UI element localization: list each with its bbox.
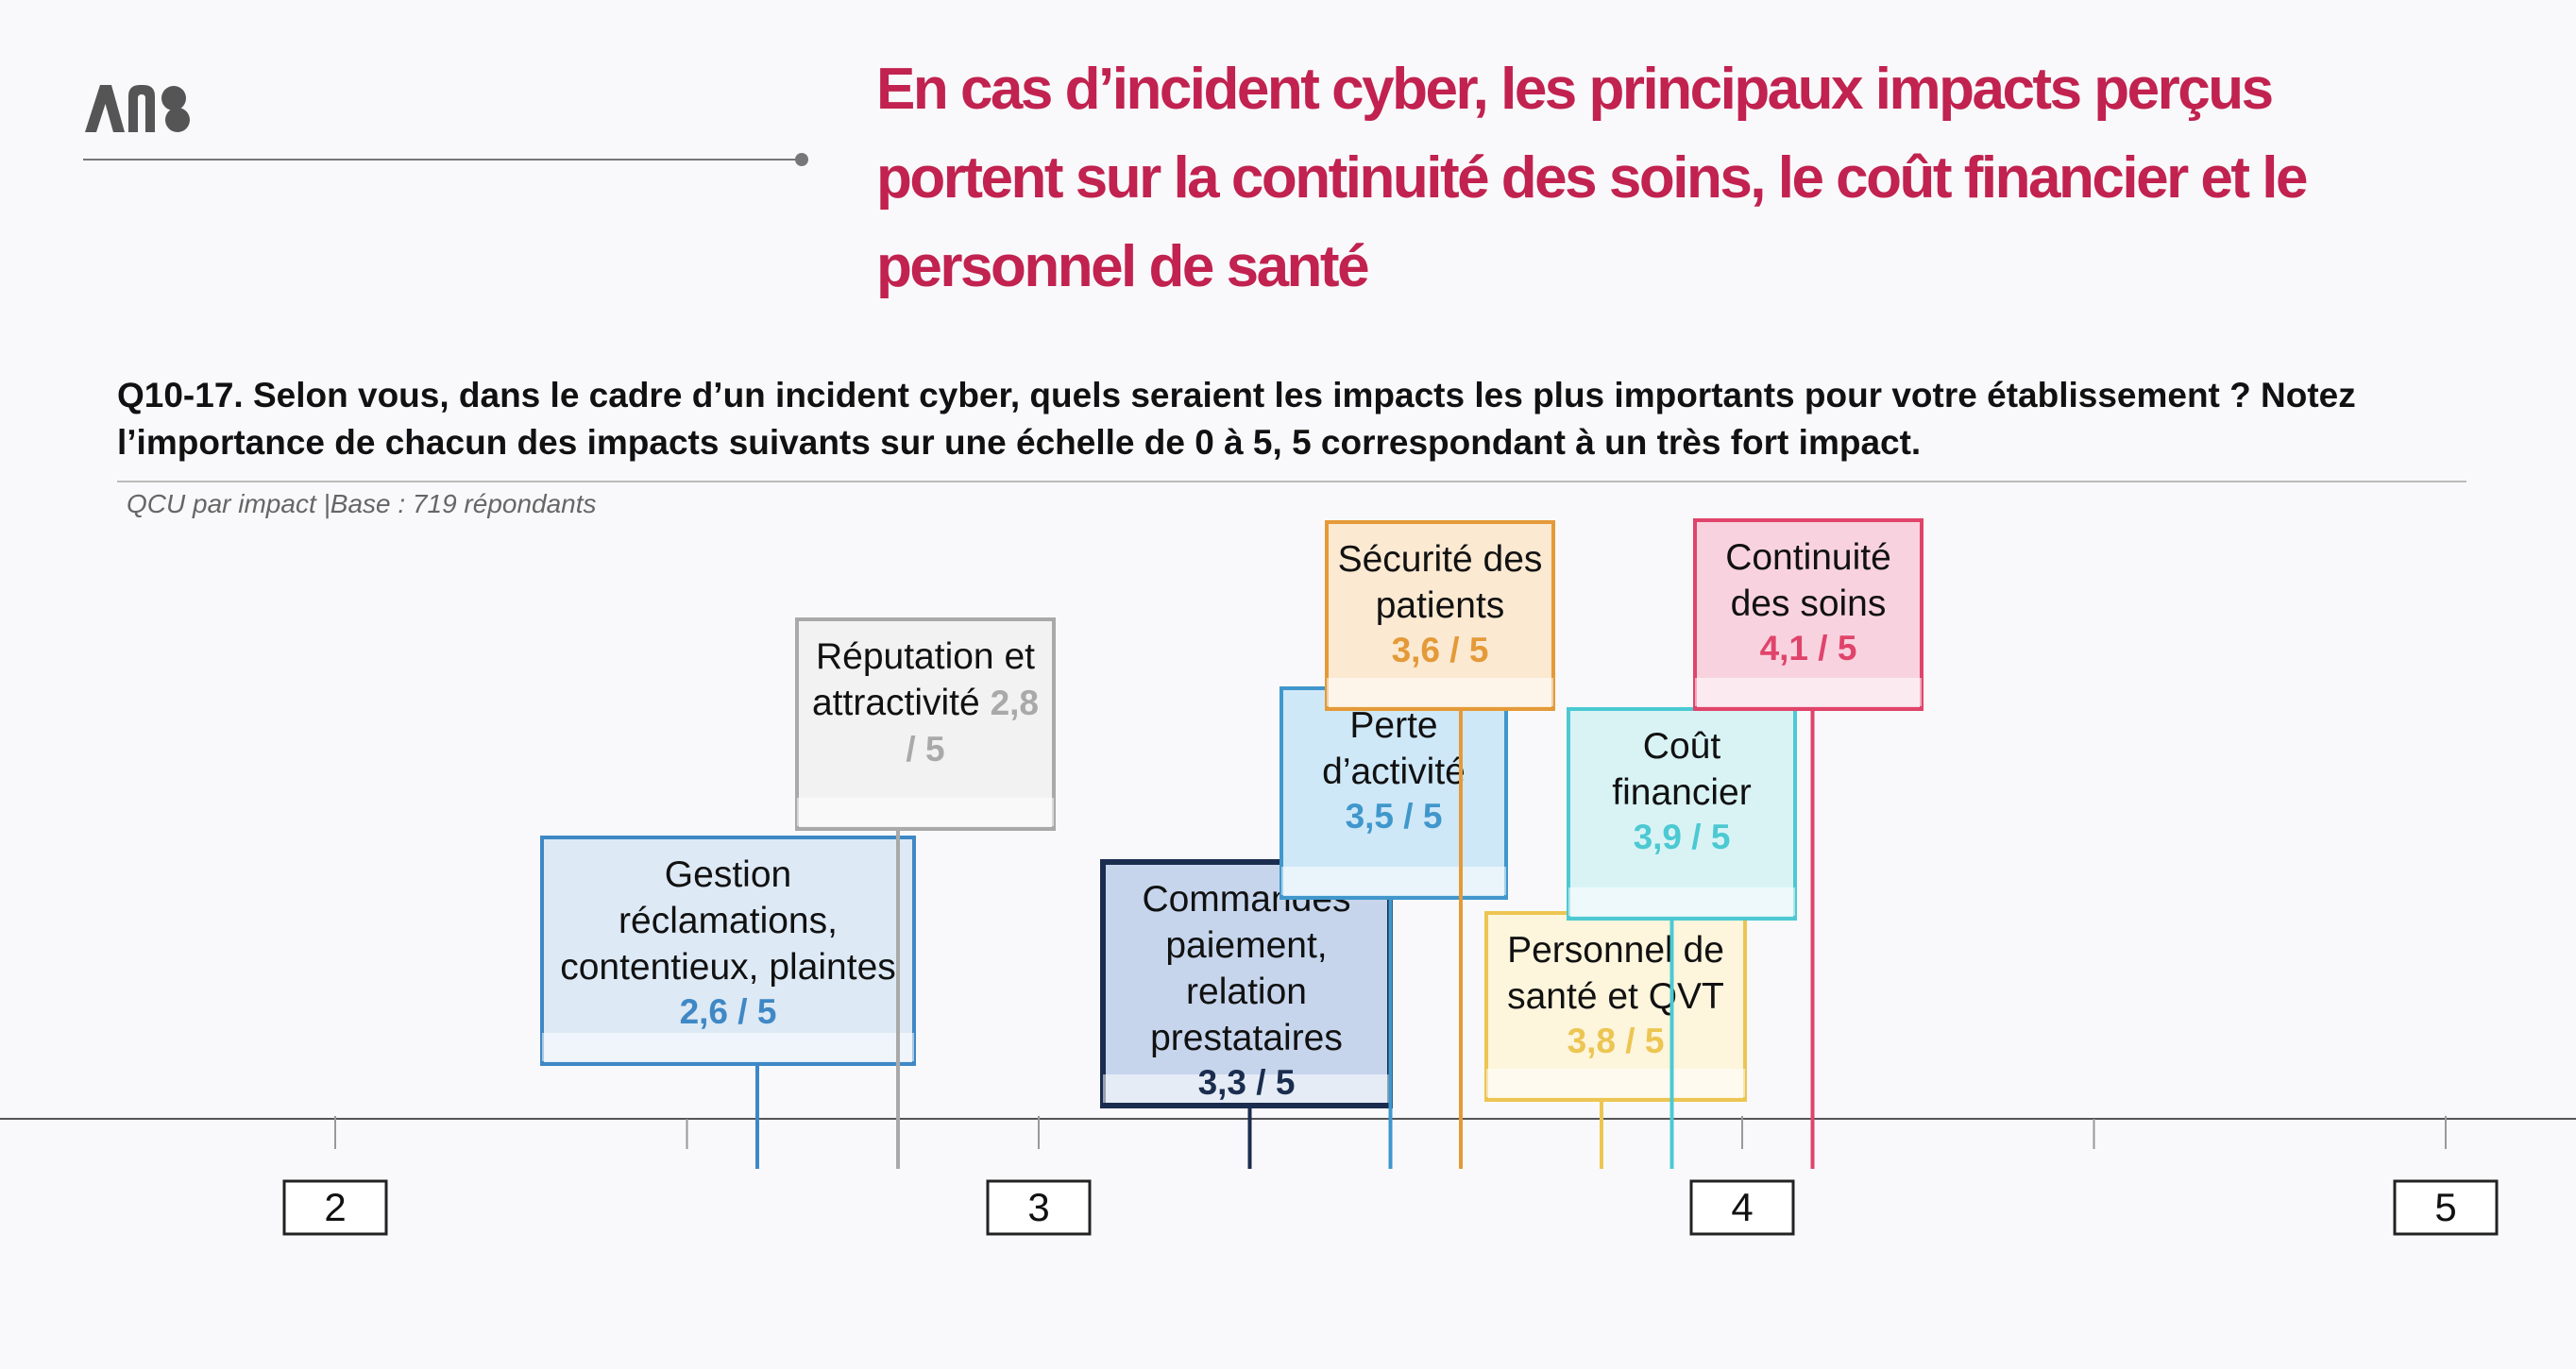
- value-label: 2,6 / 5: [680, 992, 777, 1031]
- value-label: 3,8 / 5: [1568, 1022, 1665, 1060]
- logo-divider-line: [83, 159, 801, 161]
- category-label: patients: [1376, 585, 1505, 626]
- page-title: En cas d’incident cyber, les principaux …: [876, 45, 2425, 312]
- category-label: paiement,: [1165, 925, 1327, 966]
- category-label: d’activité: [1322, 752, 1466, 792]
- question-divider: [117, 481, 2466, 482]
- label-box: [1693, 518, 1924, 711]
- question-line-2: l’importance de chacun des impacts suiva…: [117, 423, 1922, 462]
- value-label: 3,9 / 5: [1634, 818, 1731, 856]
- category-label: réclamations,: [619, 901, 838, 941]
- category-label: santé et QVT: [1507, 976, 1724, 1017]
- category-label: Perte: [1349, 705, 1437, 746]
- category-label: Coût: [1643, 726, 1721, 767]
- category-label: Personnel de: [1507, 930, 1724, 971]
- title-line-3: personnel de santé: [876, 234, 1370, 299]
- label-box: [540, 836, 916, 1066]
- value-label: 4,1 / 5: [1760, 629, 1857, 668]
- category-label: Gestion: [665, 854, 791, 895]
- title-line-2: portent sur la continuité des soins, le …: [876, 145, 2308, 211]
- x-tick-label: 5: [2434, 1185, 2456, 1229]
- value-label: 2,8: [991, 684, 1039, 722]
- question-text: Q10-17. Selon vous, dans le cadre d’un i…: [117, 372, 2497, 466]
- value-label: 3,5 / 5: [1346, 797, 1443, 836]
- title-line-1: En cas d’incident cyber, les principaux …: [876, 57, 2274, 122]
- category-label: relation: [1186, 972, 1307, 1012]
- x-tick-label-box: [1689, 1179, 1795, 1236]
- logo-divider-dot: [795, 153, 808, 166]
- category-label: des soins: [1731, 583, 1887, 624]
- category-label: prestataires: [1150, 1018, 1343, 1058]
- category-label: contentieux, plaintes: [560, 947, 896, 988]
- category-label: financier: [1612, 772, 1751, 813]
- value-label: / 5: [906, 730, 944, 769]
- label-box: [1567, 707, 1797, 921]
- x-tick-label: 4: [1731, 1185, 1753, 1229]
- label-box: [1280, 686, 1508, 900]
- x-tick-label-box: [986, 1179, 1092, 1236]
- label-box: [1100, 859, 1393, 1108]
- value-label: 3,3 / 5: [1198, 1063, 1296, 1102]
- x-tick-label-box: [2393, 1179, 2499, 1236]
- category-label: Sécurité des: [1338, 539, 1543, 580]
- base-note: QCU par impact |Base : 719 répondants: [127, 489, 597, 518]
- value-label: 3,6 / 5: [1392, 631, 1489, 669]
- label-box: [795, 617, 1056, 831]
- x-tick-label: 2: [324, 1185, 346, 1229]
- x-tick-label: 3: [1027, 1185, 1049, 1229]
- x-tick-label-box: [282, 1179, 388, 1236]
- ans-logo: [85, 85, 190, 132]
- category-label: Continuité: [1725, 537, 1891, 578]
- category-label: Réputation et: [816, 636, 1035, 677]
- question-line-1: Q10-17. Selon vous, dans le cadre d’un i…: [117, 376, 2356, 414]
- category-label: attractivité 2,8: [812, 683, 1039, 723]
